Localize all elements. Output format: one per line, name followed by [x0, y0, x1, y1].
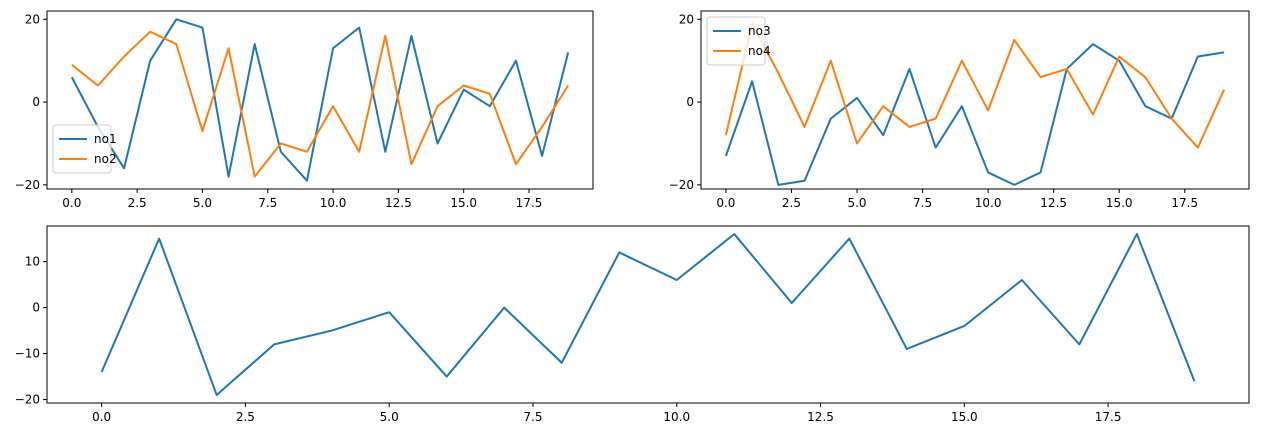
series-line-series-0	[100, 233, 1196, 396]
axes-frame	[46, 10, 594, 190]
x-tick-label: 2.5	[128, 196, 147, 210]
x-tick-label: 12.5	[385, 196, 412, 210]
y-tick-label: −20	[669, 178, 694, 192]
x-tick-label: 7.5	[913, 196, 932, 210]
axes-frame	[46, 225, 1250, 404]
legend-box	[52, 124, 112, 174]
subplot-bottom: 0.0 2.5 5.0 7.5 10.0 12.5 15.0 17.5 −20 −10 0 10	[15, 225, 1250, 424]
legend-box	[706, 16, 766, 66]
x-tick-label: 12.5	[807, 410, 834, 424]
y-tick-label: −20	[15, 178, 40, 192]
x-tick-label: 5.0	[380, 410, 399, 424]
x-tick-label: 5.0	[847, 196, 866, 210]
x-tick-label: 17.5	[1171, 196, 1198, 210]
series-line-no3	[724, 43, 1225, 186]
series-line-no2	[71, 30, 570, 178]
x-tick-label: 15.0	[1106, 196, 1133, 210]
y-tick-label: 0	[686, 95, 694, 109]
x-tick-label: 0.0	[92, 410, 111, 424]
x-tick-label: 17.5	[516, 196, 543, 210]
series-line-no1	[70, 18, 570, 182]
y-tick-label: 0	[32, 95, 40, 109]
y-tick-label: 0	[32, 301, 40, 315]
legend-label-no4: no4	[748, 44, 771, 58]
y-tick-label: 20	[679, 12, 694, 26]
y-tick-label: −20	[15, 393, 40, 407]
legend-label-no2: no2	[94, 152, 117, 166]
x-tick-label: 2.5	[782, 196, 801, 210]
y-tick-label: 10	[25, 255, 40, 269]
x-tick-label: 17.5	[1095, 410, 1122, 424]
y-tick-label: 20	[25, 12, 40, 26]
x-tick-label: 7.5	[523, 410, 542, 424]
legend-label-no1: no1	[94, 132, 117, 146]
x-tick-label: 7.5	[258, 196, 277, 210]
x-tick-label: 5.0	[193, 196, 212, 210]
x-tick-label: 10.0	[975, 196, 1002, 210]
series-line-no4	[724, 22, 1226, 149]
axes-frame	[700, 10, 1250, 190]
legend-label-no3: no3	[748, 24, 771, 38]
x-tick-label: 12.5	[1040, 196, 1067, 210]
x-tick-label: 10.0	[320, 196, 347, 210]
x-tick-label: 10.0	[663, 410, 690, 424]
x-tick-label: 15.0	[951, 410, 978, 424]
x-tick-label: 0.0	[716, 196, 735, 210]
x-tick-label: 0.0	[62, 196, 81, 210]
y-tick-label: −10	[15, 347, 40, 361]
x-tick-label: 2.5	[236, 410, 255, 424]
x-tick-label: 15.0	[450, 196, 477, 210]
